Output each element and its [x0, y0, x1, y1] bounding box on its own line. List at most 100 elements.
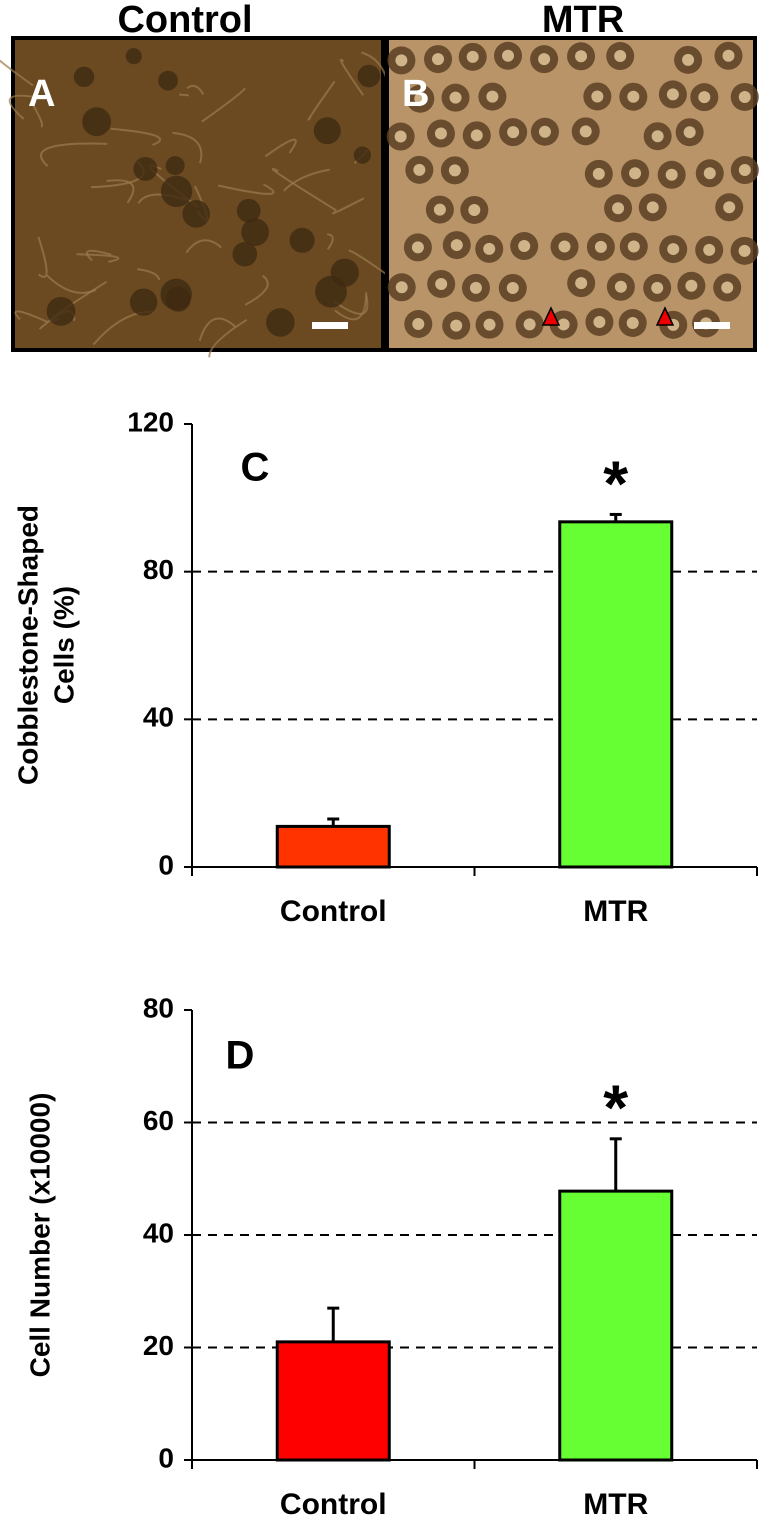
panel-label: A	[28, 73, 55, 115]
cell-process	[217, 183, 275, 195]
cell	[165, 156, 185, 176]
bar	[558, 520, 674, 869]
panel-label: B	[402, 73, 429, 115]
cell-nucleus	[448, 164, 461, 177]
cell-process	[283, 168, 330, 192]
cell-nucleus	[518, 240, 531, 253]
cell-nucleus	[626, 317, 639, 330]
cell	[353, 146, 372, 164]
cell-nucleus	[614, 50, 627, 63]
cell-nucleus	[575, 50, 588, 63]
cell-nucleus	[738, 90, 751, 103]
cell-process	[14, 310, 48, 323]
cell-nucleus	[413, 163, 426, 176]
cell-nucleus	[483, 242, 496, 255]
cell-nucleus	[612, 202, 625, 215]
cell-process	[185, 239, 222, 254]
cell	[315, 275, 347, 308]
cell-process	[30, 101, 44, 128]
cell-nucleus	[483, 318, 496, 331]
cell-process	[186, 84, 205, 95]
cell-nucleus	[433, 203, 446, 216]
y-tick-label: 80	[143, 992, 174, 1023]
cell	[133, 156, 158, 181]
cell-nucleus	[738, 244, 751, 257]
bar	[558, 1189, 674, 1462]
cell-process	[86, 249, 112, 262]
micrograph: B	[385, 36, 759, 352]
cell-nucleus	[435, 277, 448, 290]
micrograph: A	[0, 36, 399, 358]
cell-nucleus	[468, 203, 481, 216]
cell	[313, 117, 341, 145]
cell-nucleus	[575, 277, 588, 290]
cell	[182, 200, 210, 228]
bar	[275, 824, 391, 869]
y-tick-label: 60	[143, 1105, 174, 1136]
cell	[232, 241, 258, 267]
cell-nucleus	[592, 167, 605, 180]
cell-process	[334, 292, 368, 321]
cell-nucleus	[593, 315, 606, 328]
cell-process	[110, 127, 161, 146]
cell-nucleus	[395, 281, 408, 294]
cell-nucleus	[486, 90, 499, 103]
cell	[165, 286, 191, 312]
y-tick-label: 80	[143, 554, 174, 585]
cell	[46, 296, 76, 326]
cell	[236, 198, 261, 223]
arrowhead	[655, 306, 675, 326]
cell	[125, 48, 142, 65]
cell	[73, 66, 95, 88]
cell-nucleus	[506, 281, 519, 294]
scale-bar	[694, 322, 730, 329]
cell	[266, 308, 295, 337]
cell-nucleus	[450, 239, 463, 252]
cell-nucleus	[432, 53, 445, 66]
cell-nucleus	[629, 167, 642, 180]
cell-nucleus	[646, 201, 659, 214]
arrowhead	[541, 306, 561, 326]
cell-nucleus	[469, 281, 482, 294]
cell-process	[46, 274, 97, 294]
y-axis-title: Cells (%)	[48, 586, 79, 704]
cell-nucleus	[523, 318, 536, 331]
cell-process	[198, 317, 237, 342]
x-tick-label: MTR	[583, 895, 648, 928]
cell-nucleus	[579, 125, 592, 138]
cell-process	[332, 197, 365, 215]
cell-nucleus	[434, 127, 447, 140]
cell-nucleus	[627, 90, 640, 103]
cell-nucleus	[412, 317, 425, 330]
panel-label: D	[226, 1034, 255, 1078]
cell-process	[327, 233, 334, 250]
cell-nucleus	[394, 130, 407, 143]
cell-nucleus	[502, 49, 515, 62]
cell-nucleus	[667, 243, 680, 256]
cell-process	[201, 87, 246, 123]
cell-nucleus	[703, 167, 716, 180]
cell-nucleus	[507, 126, 520, 139]
cell-process	[264, 138, 297, 158]
cell-nucleus	[666, 88, 679, 101]
cell-process	[8, 94, 38, 120]
cell-nucleus	[557, 318, 570, 331]
significance-marker: *	[603, 1072, 628, 1144]
cell-nucleus	[685, 279, 698, 292]
bar	[275, 1340, 391, 1462]
cell-nucleus	[411, 241, 424, 254]
x-tick-label: Control	[280, 895, 387, 928]
cell-process	[0, 59, 34, 87]
cell-process	[40, 142, 108, 167]
cell-nucleus	[703, 243, 716, 256]
cell-nucleus	[651, 130, 664, 143]
cell-nucleus	[721, 281, 734, 294]
cell	[241, 218, 269, 247]
cell-nucleus	[449, 91, 462, 104]
cell	[158, 70, 178, 91]
y-tick-label: 40	[143, 702, 174, 733]
cell-nucleus	[414, 92, 427, 105]
cell-nucleus	[651, 281, 664, 294]
cell-nucleus	[466, 50, 479, 63]
